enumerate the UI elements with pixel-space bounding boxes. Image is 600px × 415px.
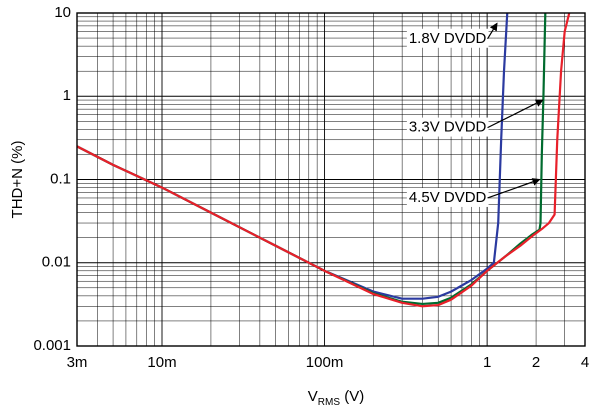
x-tick-label: 100m bbox=[306, 354, 344, 371]
x-tick-label: 4 bbox=[581, 354, 589, 371]
plot-frame bbox=[76, 12, 586, 347]
annotation-label: 4.5V DVDD bbox=[409, 189, 487, 206]
y-tick-label: 10 bbox=[54, 4, 71, 21]
grid bbox=[77, 13, 585, 346]
x-axis-label: VRMS (V) bbox=[308, 388, 364, 408]
annotation-layer: 1.8V DVDD 3.3V DVDD 4.5V DVDD bbox=[406, 22, 544, 207]
annotation-1: 1.8V DVDD bbox=[406, 22, 498, 48]
annotation-arrow bbox=[487, 22, 498, 40]
y-axis-label: THD+N (%) bbox=[9, 141, 26, 219]
annotation-3: 4.5V DVDD bbox=[406, 178, 541, 207]
annotation-label: 3.3V DVDD bbox=[409, 119, 487, 136]
series-line-3 bbox=[76, 12, 571, 308]
annotation-arrow bbox=[487, 178, 541, 199]
y-tick-label: 1 bbox=[63, 87, 71, 104]
annotation-box bbox=[406, 117, 489, 137]
annotation-label: 1.8V DVDD bbox=[409, 30, 487, 47]
x-tick-label: 10m bbox=[147, 354, 176, 371]
tick-labels: 3m 10m 100m 1 2 4 0.001 0.01 0.1 1 10 bbox=[33, 4, 589, 371]
y-tick-label: 0.001 bbox=[33, 337, 71, 354]
annotation-2: 3.3V DVDD bbox=[406, 99, 544, 137]
x-tick-label: 2 bbox=[532, 354, 540, 371]
x-tick-label: 1 bbox=[483, 354, 491, 371]
y-tick-label: 0.1 bbox=[50, 170, 71, 187]
y-tick-label: 0.01 bbox=[42, 254, 71, 271]
annotation-box bbox=[406, 28, 489, 48]
series-layer bbox=[76, 12, 571, 308]
annotation-box bbox=[406, 187, 489, 207]
series-line-1 bbox=[76, 12, 509, 300]
x-tick-label: 3m bbox=[67, 354, 88, 371]
annotation-arrow bbox=[487, 99, 544, 129]
